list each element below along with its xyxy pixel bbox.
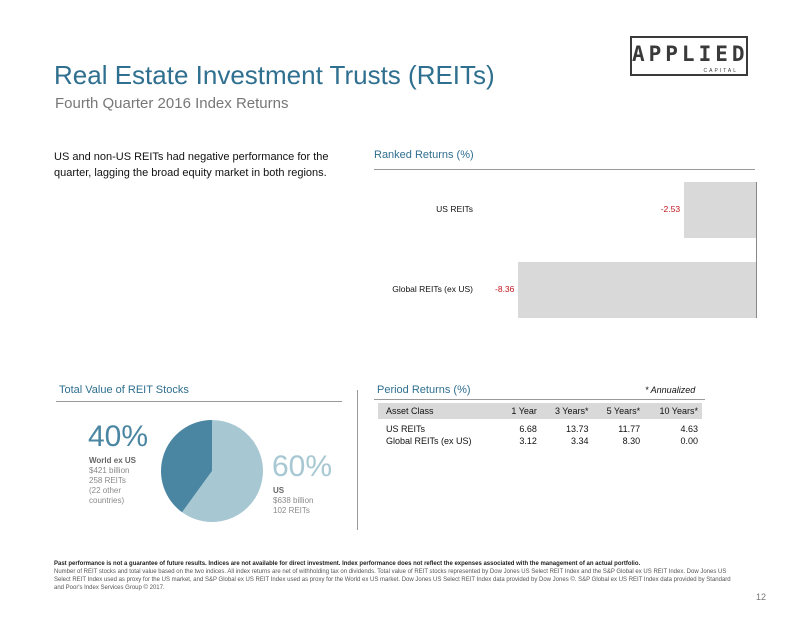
intro-text: US and non-US REITs had negative perform…: [54, 151, 329, 179]
pie-slice-world: [161, 420, 212, 513]
col-header: 1 Year: [499, 403, 541, 419]
logo-main-text: APPLIED: [632, 42, 749, 66]
table-cell: 11.77: [618, 424, 641, 434]
company-logo: APPLIED CAPITAL: [630, 36, 748, 76]
world-details: $421 billion 258 REITs (22 other countri…: [89, 466, 129, 506]
page-number: 12: [756, 592, 767, 602]
world-detail-line: (22 other: [89, 486, 122, 495]
disclaimer-text: Number of REIT stocks and total value ba…: [54, 569, 731, 591]
col-header: 10 Years*: [644, 403, 702, 419]
ranked-category-label: US REITs: [436, 204, 473, 214]
disclaimer: Past performance is not a guarantee of f…: [54, 560, 734, 592]
table-header-row: Asset Class 1 Year 3 Years* 5 Years* 10 …: [378, 403, 702, 419]
section-divider: [357, 390, 358, 530]
table-row: Global REITs (ex US) 3.12 3.34 8.30 0.00: [378, 435, 702, 447]
world-name: World ex US: [89, 456, 136, 465]
us-name: US: [273, 486, 285, 495]
ranked-returns-label: Ranked Returns (%): [374, 149, 474, 161]
table-cell: 13.73: [565, 424, 589, 434]
ranked-value-label: -2.53: [660, 204, 681, 214]
world-detail-line: countries): [89, 496, 125, 505]
table-cell: 8.30: [622, 436, 641, 446]
us-pct: 60%: [272, 450, 333, 483]
ranked-value-label: -8.36: [495, 284, 515, 294]
reit-value-pie-chart: [161, 420, 263, 522]
table-cell: Global REITs (ex US): [386, 436, 472, 446]
ranked-bar: [518, 262, 756, 318]
us-detail-line: $638 billion: [273, 496, 314, 505]
pie-section-label: Total Value of REIT Stocks: [59, 384, 189, 396]
disclaimer-bold: Past performance is not a guarantee of f…: [54, 561, 641, 567]
table-row: US REITs 6.68 13.73 11.77 4.63: [378, 419, 702, 435]
logo-sub-text: CAPITAL: [701, 68, 740, 74]
ranked-category-label: Global REITs (ex US): [392, 284, 473, 294]
ranked-bar: [684, 182, 756, 238]
col-header: 3 Years*: [540, 403, 593, 419]
annualized-note: * Annualized: [645, 385, 696, 395]
pie-section-rule: [56, 401, 342, 402]
us-details: $638 billion 102 REITs: [273, 496, 313, 516]
table-cell: US REITs: [386, 424, 426, 434]
us-detail-line: 102 REITs: [273, 506, 310, 515]
table-cell: 0.00: [680, 436, 698, 446]
page-subtitle: Fourth Quarter 2016 Index Returns: [55, 95, 289, 112]
table-cell: 3.12: [519, 436, 537, 446]
ranked-zero-axis: [756, 182, 757, 318]
world-pct: 40%: [88, 420, 149, 453]
world-detail-line: 258 REITs: [89, 476, 126, 485]
table-cell: 6.68: [519, 424, 537, 434]
col-header: 5 Years*: [592, 403, 645, 419]
period-returns-rule: [374, 399, 705, 400]
period-returns-label: Period Returns (%): [377, 384, 471, 396]
period-returns-table: Asset Class 1 Year 3 Years* 5 Years* 10 …: [378, 403, 702, 447]
ranked-returns-rule: [374, 169, 755, 170]
table-cell: 3.34: [570, 436, 589, 446]
page-title: Real Estate Investment Trusts (REITs): [54, 60, 495, 90]
pie-slice-us: [182, 420, 263, 522]
col-header: Asset Class: [378, 403, 500, 419]
world-detail-line: $421 billion: [89, 466, 130, 475]
table-cell: 4.63: [680, 424, 698, 434]
